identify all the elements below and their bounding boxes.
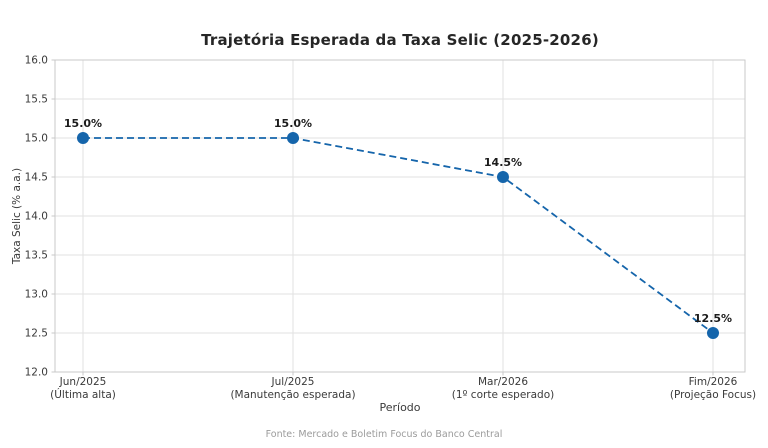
plot-border <box>54 59 746 373</box>
y-tick-label: 16.0 <box>25 55 48 67</box>
y-tick-label: 15.0 <box>25 133 48 145</box>
data-point <box>287 132 299 144</box>
x-tick-label: Fim/2026 <box>689 376 738 388</box>
point-label: 12.5% <box>694 312 732 325</box>
x-tick-sublabel: (1º corte esperado) <box>452 389 554 401</box>
x-tick-sublabel: (Projeção Focus) <box>670 389 756 401</box>
x-tick-label: Mar/2026 <box>478 376 528 388</box>
x-tick-label: Jul/2025 <box>271 376 315 388</box>
y-tick-label: 13.0 <box>25 289 48 301</box>
point-label: 14.5% <box>484 156 522 169</box>
x-axis-title: Período <box>379 401 421 414</box>
y-tick-label: 14.0 <box>25 211 48 223</box>
y-tick-label: 12.0 <box>25 367 48 379</box>
chart-title: Trajetória Esperada da Taxa Selic (2025-… <box>201 31 599 49</box>
data-point <box>707 327 719 339</box>
data-point <box>77 132 89 144</box>
x-tick-sublabel: (Manutenção esperada) <box>230 389 355 401</box>
y-tick-label: 13.5 <box>25 250 48 262</box>
x-tick-sublabel: (Última alta) <box>50 388 116 401</box>
y-tick-label: 12.5 <box>25 328 48 340</box>
point-label: 15.0% <box>274 117 312 130</box>
y-tick-label: 15.5 <box>25 94 48 106</box>
source-footer: Fonte: Mercado e Boletim Focus do Banco … <box>265 429 503 440</box>
series-line <box>83 137 714 334</box>
y-tick-label: 14.5 <box>25 172 48 184</box>
x-tick-label: Jun/2025 <box>59 376 107 388</box>
data-point <box>497 171 509 183</box>
point-label: 15.0% <box>64 117 102 130</box>
